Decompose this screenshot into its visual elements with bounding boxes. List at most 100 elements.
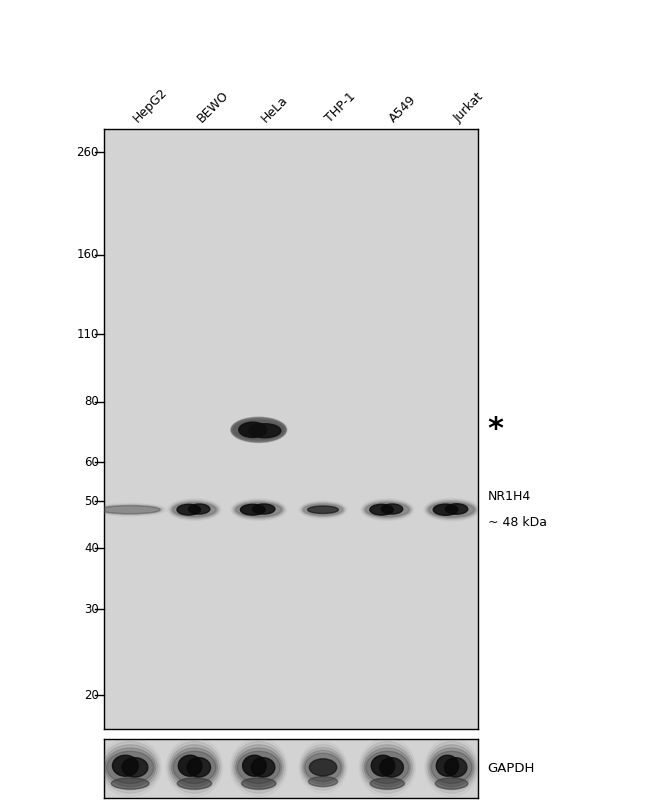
- Ellipse shape: [105, 748, 156, 787]
- Text: 40: 40: [84, 542, 99, 555]
- Text: *: *: [488, 415, 504, 444]
- Ellipse shape: [300, 745, 346, 790]
- Ellipse shape: [172, 502, 217, 517]
- Ellipse shape: [236, 503, 281, 517]
- Ellipse shape: [308, 777, 337, 787]
- Ellipse shape: [231, 499, 286, 521]
- Ellipse shape: [234, 745, 283, 790]
- Ellipse shape: [446, 506, 457, 513]
- Ellipse shape: [249, 424, 281, 438]
- Ellipse shape: [123, 759, 137, 775]
- Ellipse shape: [381, 759, 394, 775]
- Text: Jurkat: Jurkat: [452, 90, 486, 125]
- Ellipse shape: [233, 501, 284, 519]
- Ellipse shape: [168, 499, 220, 521]
- Text: A549: A549: [387, 93, 419, 125]
- Ellipse shape: [366, 751, 409, 783]
- Text: 50: 50: [84, 495, 99, 508]
- Ellipse shape: [427, 501, 476, 518]
- Text: 160: 160: [77, 248, 99, 261]
- Text: 60: 60: [84, 456, 99, 469]
- Ellipse shape: [445, 759, 458, 775]
- Text: GAPDH: GAPDH: [488, 762, 535, 775]
- Ellipse shape: [170, 745, 220, 790]
- Ellipse shape: [169, 500, 220, 520]
- Ellipse shape: [309, 758, 337, 776]
- Ellipse shape: [168, 742, 221, 793]
- Ellipse shape: [187, 758, 211, 777]
- Text: 260: 260: [77, 146, 99, 159]
- Ellipse shape: [242, 778, 276, 789]
- Ellipse shape: [429, 503, 474, 517]
- Ellipse shape: [361, 499, 413, 521]
- Ellipse shape: [371, 755, 395, 776]
- Ellipse shape: [302, 503, 344, 517]
- Ellipse shape: [240, 505, 265, 515]
- Ellipse shape: [107, 751, 154, 783]
- Ellipse shape: [171, 748, 218, 787]
- Ellipse shape: [99, 738, 161, 796]
- Ellipse shape: [364, 748, 411, 787]
- Ellipse shape: [100, 505, 161, 513]
- Ellipse shape: [101, 742, 159, 793]
- Ellipse shape: [304, 750, 343, 784]
- Ellipse shape: [231, 418, 287, 442]
- Ellipse shape: [302, 747, 344, 787]
- Ellipse shape: [171, 501, 218, 518]
- Ellipse shape: [173, 751, 216, 783]
- Ellipse shape: [98, 505, 163, 515]
- Text: ~ 48 kDa: ~ 48 kDa: [488, 516, 547, 530]
- Ellipse shape: [359, 738, 415, 796]
- Ellipse shape: [112, 755, 138, 776]
- Ellipse shape: [365, 502, 410, 517]
- Ellipse shape: [445, 504, 468, 514]
- Ellipse shape: [303, 504, 343, 516]
- Ellipse shape: [304, 505, 343, 515]
- Ellipse shape: [232, 500, 285, 520]
- Ellipse shape: [234, 501, 283, 518]
- Ellipse shape: [166, 738, 223, 796]
- Ellipse shape: [173, 503, 216, 517]
- Text: 110: 110: [77, 328, 99, 341]
- Ellipse shape: [425, 500, 478, 520]
- Text: HepG2: HepG2: [130, 85, 170, 125]
- Ellipse shape: [177, 778, 212, 789]
- Ellipse shape: [380, 758, 404, 777]
- Ellipse shape: [233, 421, 284, 439]
- Ellipse shape: [252, 504, 275, 514]
- Ellipse shape: [189, 506, 200, 513]
- Ellipse shape: [188, 759, 201, 775]
- Ellipse shape: [366, 503, 409, 517]
- Text: HeLa: HeLa: [259, 93, 291, 125]
- Ellipse shape: [235, 422, 283, 438]
- Ellipse shape: [235, 748, 282, 787]
- Ellipse shape: [362, 500, 413, 520]
- Text: 20: 20: [84, 688, 99, 701]
- Text: 80: 80: [84, 395, 99, 408]
- Ellipse shape: [426, 742, 477, 793]
- Ellipse shape: [370, 505, 393, 515]
- Ellipse shape: [426, 501, 477, 519]
- Ellipse shape: [301, 502, 345, 517]
- Ellipse shape: [363, 501, 411, 519]
- Ellipse shape: [170, 501, 218, 519]
- Ellipse shape: [300, 502, 346, 517]
- Ellipse shape: [436, 778, 468, 789]
- Ellipse shape: [307, 506, 339, 513]
- Ellipse shape: [232, 418, 286, 442]
- Ellipse shape: [239, 422, 266, 438]
- Ellipse shape: [242, 755, 266, 776]
- Ellipse shape: [370, 778, 404, 789]
- Text: 30: 30: [84, 603, 99, 616]
- Ellipse shape: [364, 501, 411, 518]
- Ellipse shape: [252, 426, 265, 434]
- Ellipse shape: [305, 753, 341, 782]
- Ellipse shape: [436, 755, 459, 776]
- Ellipse shape: [178, 755, 202, 776]
- Ellipse shape: [433, 504, 458, 515]
- Ellipse shape: [188, 504, 210, 514]
- Ellipse shape: [428, 745, 475, 790]
- Ellipse shape: [237, 751, 280, 783]
- Ellipse shape: [382, 506, 393, 513]
- Ellipse shape: [122, 758, 148, 777]
